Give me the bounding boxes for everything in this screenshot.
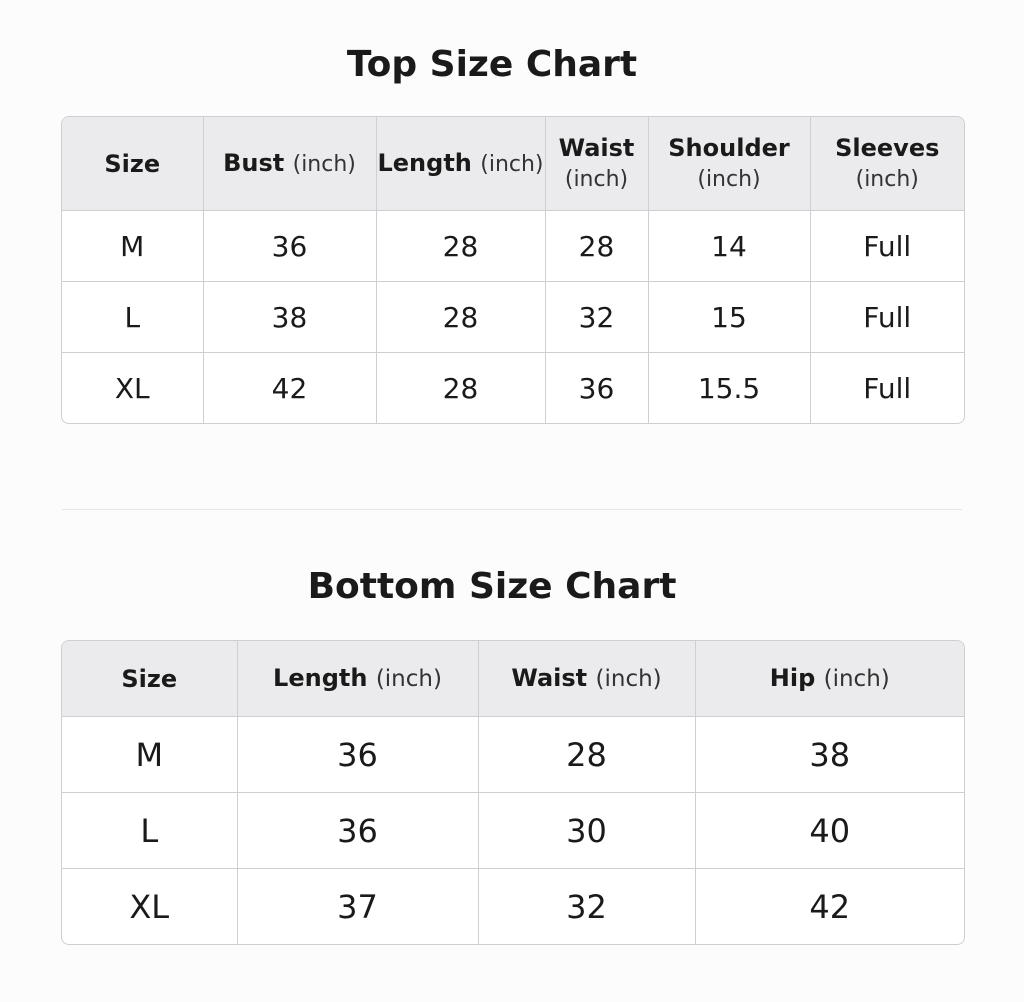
table-row: L 38 28 32 15 Full [62, 281, 964, 353]
column-name: Shoulder [668, 133, 790, 162]
table-row: XL 37 32 42 [62, 868, 964, 944]
table-cell: M [62, 210, 204, 282]
column-name: Size [104, 149, 161, 178]
column-name: Length [377, 148, 472, 177]
table-row: XL 42 28 36 15.5 Full [62, 352, 964, 423]
column-unit: (inch) [823, 666, 890, 692]
table-cell: 28 [376, 281, 546, 353]
table-cell: 36 [237, 716, 479, 793]
table-cell: 28 [545, 210, 649, 282]
table-cell: XL [62, 868, 238, 944]
column-name: Length [273, 664, 368, 692]
top-table-frame: Size Bust (inch) Length (inch) Waist (inch)… [61, 116, 965, 424]
column-unit: (inch) [292, 151, 356, 177]
table-cell: 14 [648, 210, 811, 282]
table-cell: 42 [203, 352, 377, 423]
column-unit: (inch) [595, 666, 662, 692]
table-cell: 36 [203, 210, 377, 282]
table-cell: 30 [478, 792, 696, 869]
table-cell: 15 [648, 281, 811, 353]
column-name: Size [121, 664, 178, 693]
header-row: Size Bust (inch) Length (inch) Waist (inch)… [62, 117, 964, 211]
bottom-title: Bottom Size Chart [307, 566, 677, 607]
table-cell: 28 [376, 352, 546, 423]
table-cell: 37 [237, 868, 479, 944]
column-header: Shoulder (inch) [648, 117, 811, 211]
table-cell: Full [810, 210, 964, 282]
table-cell: 32 [478, 868, 696, 944]
table-cell: 28 [376, 210, 546, 282]
table-cell: 42 [809, 887, 851, 926]
table-cell: L [62, 792, 238, 869]
column-unit: (inch) [697, 166, 761, 192]
column-name: Waist [511, 664, 588, 692]
bottom-size-table: Size Length (inch) Waist (inch) Hip (inch) M… [62, 641, 964, 944]
table-cell: 28 [478, 716, 696, 793]
top-title: Top Size Chart [346, 44, 638, 85]
column-name: Sleeves [835, 133, 940, 162]
header-row: Size Length (inch) Waist (inch) Hip (inch) [62, 641, 964, 717]
table-cell: 36 [545, 352, 649, 423]
column-unit: (inch) [375, 666, 442, 692]
column-header: Length (inch) [376, 117, 546, 211]
column-header: Length (inch) [237, 641, 479, 717]
column-unit: (inch) [855, 166, 919, 192]
column-header: Waist (inch) [545, 117, 649, 211]
column-name: Waist [558, 133, 635, 162]
table-cell: 32 [545, 281, 649, 353]
table-row: M 36 28 38 [62, 716, 964, 793]
table-cell: L [62, 281, 204, 353]
table-cell: 36 [237, 792, 479, 869]
table-cell: 38 [695, 716, 964, 793]
column-unit: (inch) [480, 151, 544, 177]
column-name: Hip [769, 664, 816, 692]
bottom-table-frame: Size Length (inch) Waist (inch) Hip (inch) M… [61, 640, 965, 945]
column-unit: (inch) [564, 166, 629, 192]
table-cell: M [62, 716, 238, 793]
table-cell: XL [62, 352, 204, 423]
table-row: L 36 30 40 [62, 792, 964, 869]
table-cell: Full [863, 371, 912, 405]
table-row: M 36 28 28 14 Full [62, 210, 964, 282]
table-cell: 40 [695, 792, 964, 869]
top-size-table: Size Bust (inch) Length (inch) Waist (inch)… [62, 117, 964, 423]
divider [62, 509, 962, 510]
column-header: Size [62, 117, 204, 211]
column-header: Waist (inch) [478, 641, 696, 717]
table-cell: 15.5 [648, 352, 811, 423]
table-cell: 38 [203, 281, 377, 353]
column-name: Bust [223, 148, 285, 177]
column-header: Hip (inch) [695, 641, 964, 717]
column-header: Sleeves (inch) [810, 117, 964, 211]
column-header: Bust (inch) [203, 117, 377, 211]
column-header: Size [62, 641, 238, 717]
table-cell: Full [810, 281, 964, 353]
